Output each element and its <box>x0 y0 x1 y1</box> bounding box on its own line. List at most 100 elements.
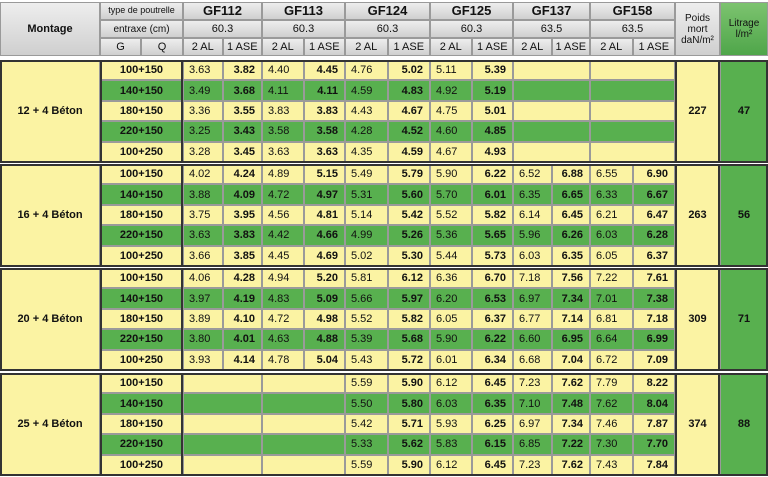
value-2al: 3.93 <box>183 349 223 370</box>
empty-cell <box>262 413 345 435</box>
value-1ase: 4.81 <box>303 204 345 226</box>
value-1ase: 5.26 <box>387 225 430 246</box>
load: 140+150 <box>100 288 183 309</box>
load: 220+150 <box>100 121 183 142</box>
value-2al: 6.52 <box>513 164 552 185</box>
empty-cell <box>513 141 590 162</box>
value-2al: 4.56 <box>262 204 304 226</box>
value-1ase: 4.28 <box>222 268 262 289</box>
value-2al: 6.55 <box>590 164 633 185</box>
value-1ase: 6.37 <box>632 245 675 266</box>
value-1ase: 6.15 <box>471 434 513 455</box>
value-2al: 4.78 <box>262 349 304 370</box>
value-1ase: 6.22 <box>471 329 513 350</box>
value-1ase: 7.61 <box>632 268 675 289</box>
value-2al: 3.63 <box>262 141 304 162</box>
value-2al: 5.02 <box>345 245 388 266</box>
empty-cell <box>513 60 590 81</box>
value-2al: 5.36 <box>430 225 472 246</box>
value-1ase: 6.67 <box>632 184 675 205</box>
value-1ase: 6.45 <box>471 454 513 475</box>
value-2al: 4.76 <box>345 60 388 81</box>
empty-cell <box>183 373 262 394</box>
poids: 309 <box>675 268 720 370</box>
value-1ase: 4.24 <box>222 164 262 185</box>
value-1ase: 5.62 <box>387 434 430 455</box>
value-1ase: 5.19 <box>471 80 513 101</box>
value-2al: 7.30 <box>590 434 633 455</box>
value-2al: 5.39 <box>345 329 388 350</box>
value-2al: 6.05 <box>430 308 472 330</box>
value-1ase: 3.85 <box>222 245 262 266</box>
sub-header: 2 AL <box>183 38 223 56</box>
value-2al: 5.52 <box>345 308 388 330</box>
value-2al: 6.14 <box>513 204 552 226</box>
value-2al: 4.94 <box>262 268 304 289</box>
value-1ase: 5.90 <box>387 454 430 475</box>
value-1ase: 3.45 <box>222 141 262 162</box>
value-2al: 3.89 <box>183 308 223 330</box>
product-entraxe: 63.5 <box>590 20 675 38</box>
value-1ase: 6.70 <box>471 268 513 289</box>
product-name: GF112 <box>183 2 262 20</box>
value-1ase: 4.67 <box>387 100 430 122</box>
value-1ase: 6.95 <box>551 329 590 350</box>
value-1ase: 6.65 <box>551 184 590 205</box>
value-2al: 5.52 <box>430 204 472 226</box>
value-2al: 6.01 <box>430 349 472 370</box>
value-1ase: 7.14 <box>551 308 590 330</box>
value-1ase: 6.47 <box>632 204 675 226</box>
value-1ase: 6.53 <box>471 288 513 309</box>
value-1ase: 5.65 <box>471 225 513 246</box>
value-1ase: 7.62 <box>551 454 590 475</box>
load: 100+150 <box>100 373 183 394</box>
load: 100+150 <box>100 164 183 185</box>
value-2al: 5.90 <box>430 329 472 350</box>
value-2al: 5.70 <box>430 184 472 205</box>
value-2al: 6.03 <box>590 225 633 246</box>
value-2al: 4.72 <box>262 184 304 205</box>
poids: 374 <box>675 373 720 475</box>
value-2al: 3.66 <box>183 245 223 266</box>
group-label: 20 + 4 Béton <box>0 268 100 370</box>
value-2al: 4.63 <box>262 329 304 350</box>
value-2al: 4.28 <box>345 121 388 142</box>
value-1ase: 5.71 <box>387 413 430 435</box>
value-2al: 5.59 <box>345 454 388 475</box>
value-2al: 7.22 <box>590 268 633 289</box>
value-2al: 6.68 <box>513 349 552 370</box>
value-1ase: 7.18 <box>632 308 675 330</box>
value-1ase: 4.01 <box>222 329 262 350</box>
empty-cell <box>513 121 590 142</box>
header-litrage: Litrage l/m² <box>720 2 768 56</box>
value-2al: 4.45 <box>262 245 304 266</box>
value-1ase: 5.60 <box>387 184 430 205</box>
value-2al: 4.11 <box>262 80 304 101</box>
value-2al: 4.75 <box>430 100 472 122</box>
value-2al: 7.23 <box>513 454 552 475</box>
value-1ase: 3.83 <box>303 100 345 122</box>
load: 100+250 <box>100 141 183 162</box>
product-name: GF137 <box>513 2 590 20</box>
value-2al: 7.10 <box>513 393 552 414</box>
value-1ase: 4.19 <box>222 288 262 309</box>
value-1ase: 4.09 <box>222 184 262 205</box>
value-1ase: 4.66 <box>303 225 345 246</box>
value-2al: 7.18 <box>513 268 552 289</box>
empty-cell <box>183 434 262 455</box>
value-2al: 5.33 <box>345 434 388 455</box>
group-label: 16 + 4 Béton <box>0 164 100 266</box>
value-2al: 6.03 <box>513 245 552 266</box>
value-2al: 5.83 <box>430 434 472 455</box>
value-1ase: 5.20 <box>303 268 345 289</box>
litrage: 88 <box>720 373 768 475</box>
sub-header: 1 ASE <box>222 38 262 56</box>
header-g: G <box>100 38 141 56</box>
value-2al: 3.63 <box>183 225 223 246</box>
value-2al: 5.49 <box>345 164 388 185</box>
value-2al: 3.58 <box>262 121 304 142</box>
value-2al: 7.46 <box>590 413 633 435</box>
value-1ase: 7.38 <box>632 288 675 309</box>
value-2al: 6.05 <box>590 245 633 266</box>
